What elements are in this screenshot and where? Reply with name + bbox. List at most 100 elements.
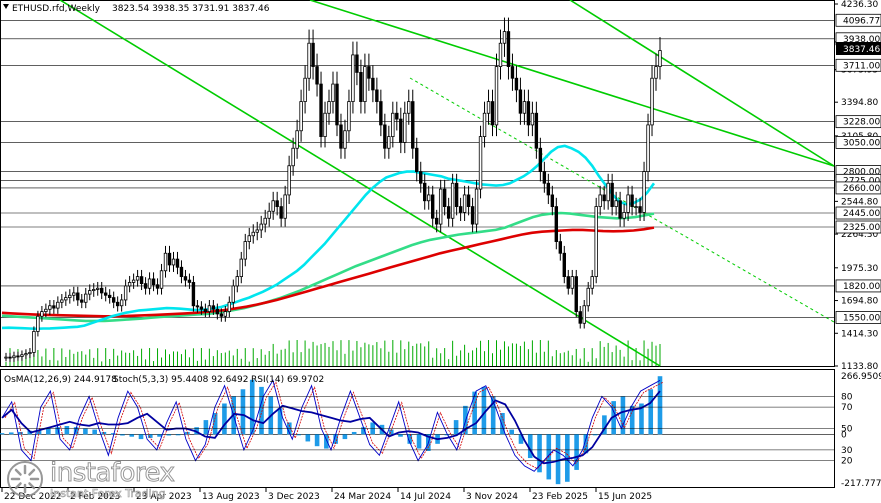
candle-body <box>8 356 12 359</box>
level-tag-label: 3938.00 <box>843 35 880 45</box>
level-tag-label: 2445.00 <box>843 209 880 219</box>
candle-body <box>36 315 40 332</box>
candle-body <box>590 276 594 289</box>
instaforex-logo-icon <box>7 461 43 497</box>
candle-body <box>395 112 399 120</box>
candle-body <box>48 305 52 310</box>
candle-body <box>123 285 128 301</box>
candle-body <box>522 101 527 114</box>
candle-body <box>542 171 547 184</box>
time-tick-label: 23 Feb 2025 <box>532 492 588 502</box>
candle-body <box>423 182 427 202</box>
candle-body <box>56 301 60 309</box>
candle-body <box>638 206 642 213</box>
candle-body <box>606 182 610 202</box>
candle-body <box>403 112 407 143</box>
moving-averages <box>1 144 656 331</box>
candle-body <box>223 311 228 317</box>
candle-body <box>375 89 379 102</box>
candle-body <box>20 354 24 357</box>
level-tag-box <box>835 58 881 72</box>
osma-bar <box>620 396 626 435</box>
candle-body <box>255 229 259 233</box>
osma-bar <box>92 429 97 435</box>
candle-body <box>594 206 598 277</box>
osma-bar <box>83 428 88 435</box>
candle-body <box>207 305 212 313</box>
osma-bar <box>555 434 561 485</box>
candle-body <box>259 223 263 231</box>
symbol-title: ETHUSD.rfd,Weekly <box>12 4 101 14</box>
level-tag-box <box>835 220 881 234</box>
candle-body <box>598 194 602 207</box>
instaforex-watermark: instaforex Instant Forex Trading <box>6 458 178 500</box>
candle-body <box>610 182 614 207</box>
ema-green-line <box>1 211 655 323</box>
candle-body <box>203 308 208 313</box>
osma-bar <box>147 434 153 438</box>
candle-body <box>438 188 443 225</box>
candles <box>4 17 662 362</box>
price-tick-label: 1694.80 <box>841 297 878 307</box>
candle-body <box>115 301 120 307</box>
osma-bar <box>574 434 579 470</box>
watermark-brand: instaforex <box>49 457 175 488</box>
trendline <box>59 0 661 367</box>
candle-body <box>478 136 483 190</box>
osma-bar <box>46 428 51 435</box>
osma-bar <box>342 434 348 440</box>
candle-body <box>566 276 570 289</box>
price-tick-label: 4236.30 <box>841 0 878 10</box>
candle-body <box>367 66 371 79</box>
candle-body <box>24 353 28 356</box>
osma-bar <box>509 429 515 435</box>
osma-bar <box>305 434 311 442</box>
main-panel-frame <box>0 0 835 367</box>
candle-body <box>139 276 144 285</box>
chart-header: ETHUSD.rfd,Weekly 3823.54 3938.35 3731.9… <box>3 4 324 385</box>
sub-tick-label: -217.7774 <box>841 479 881 489</box>
level-tag-label: 2660.00 <box>843 184 880 194</box>
candle-body <box>570 276 574 289</box>
osma-bar <box>120 434 125 436</box>
candle-body <box>622 212 626 219</box>
candle-body <box>219 313 224 317</box>
price-tick-label: 1414.30 <box>841 329 878 339</box>
level-tag-box <box>835 279 881 293</box>
osma-bar <box>333 434 338 444</box>
candle-body <box>558 241 563 254</box>
candle-body <box>199 306 204 310</box>
level-tag-label: 3711.00 <box>843 61 880 71</box>
candle-body <box>626 194 630 213</box>
stoch-level-label: 20 <box>841 457 853 467</box>
ema-cyan-line <box>1 144 656 331</box>
osma-bar <box>527 434 533 459</box>
candle-body <box>72 292 76 296</box>
candle-body <box>263 217 267 225</box>
time-tick-label: 24 Mar 2024 <box>334 492 391 502</box>
candle-body <box>163 252 168 272</box>
time-tick-label: 13 Aug 2023 <box>202 492 260 502</box>
stoch-level-label: 50 <box>841 425 853 435</box>
trendline-dashed <box>409 77 835 323</box>
osma-bar <box>453 420 459 435</box>
osma-bar <box>157 434 162 437</box>
candle-body <box>602 194 606 202</box>
candle-body <box>40 311 44 317</box>
candle-body <box>335 83 339 126</box>
candle-body <box>131 279 136 283</box>
osma-bar <box>648 389 654 435</box>
candle-body <box>446 206 451 219</box>
level-tag-box <box>835 181 881 195</box>
candle-body <box>311 42 315 67</box>
candle-body <box>506 31 511 67</box>
candle-body <box>430 194 435 219</box>
stoch-level-label: 70 <box>841 403 853 413</box>
candle-body <box>32 331 36 353</box>
candle-body <box>482 112 487 137</box>
candle-body <box>247 235 251 242</box>
candle-body <box>419 171 423 184</box>
candle-body <box>654 66 658 79</box>
candle-body <box>407 101 411 114</box>
